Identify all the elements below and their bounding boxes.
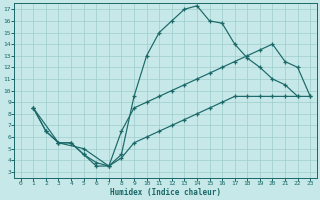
X-axis label: Humidex (Indice chaleur): Humidex (Indice chaleur)	[110, 188, 221, 197]
